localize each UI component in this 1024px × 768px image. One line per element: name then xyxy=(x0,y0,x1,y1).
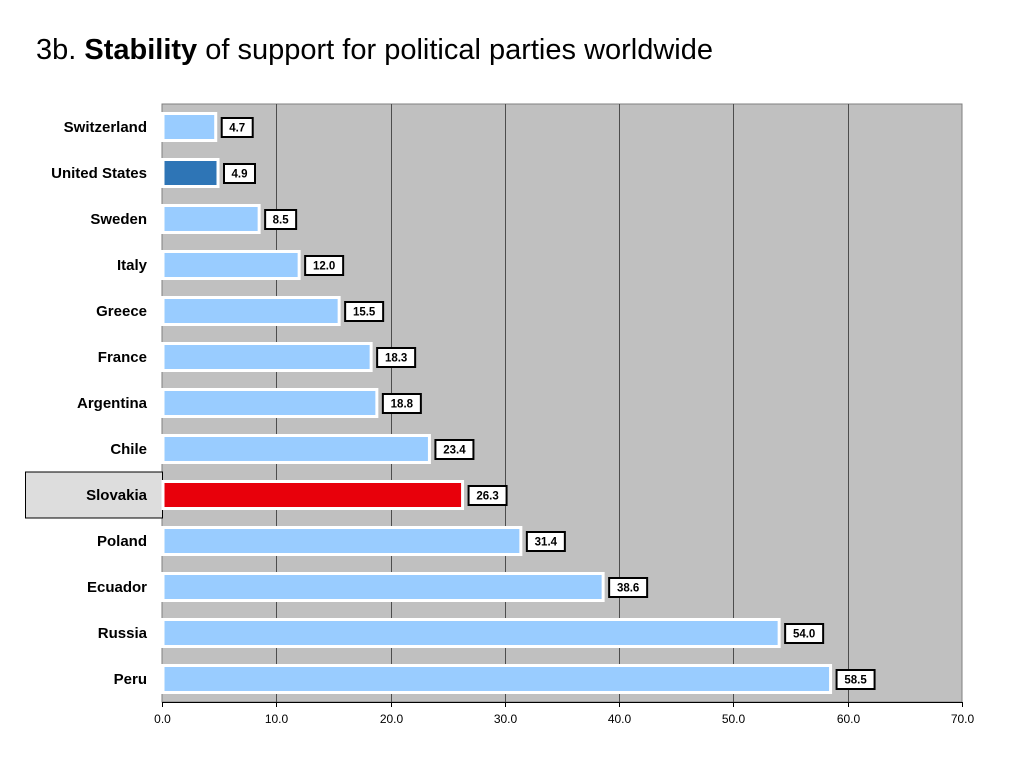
data-label-box xyxy=(784,623,825,644)
data-label-box xyxy=(434,439,475,460)
x-tick-label: 20.0 xyxy=(380,712,404,726)
title-rest: of support for political parties worldwi… xyxy=(205,34,714,66)
bar xyxy=(161,434,431,464)
chart-title: 3b. Stability of support for political p… xyxy=(36,34,713,67)
category-label: Russia xyxy=(98,625,148,642)
category-label: Sweden xyxy=(90,211,147,228)
bar xyxy=(161,664,833,694)
data-label-box xyxy=(344,301,385,322)
bar xyxy=(161,618,781,648)
bar xyxy=(161,526,523,556)
data-label-box xyxy=(220,117,254,138)
category-label: Poland xyxy=(97,533,147,550)
category-label: Greece xyxy=(96,303,147,320)
x-tick-label: 70.0 xyxy=(951,712,975,726)
data-label: 15.5 xyxy=(353,307,376,319)
bar xyxy=(161,342,373,372)
bar xyxy=(161,388,379,418)
bar xyxy=(161,250,301,280)
category-label: Peru xyxy=(114,671,147,688)
data-label: 18.3 xyxy=(385,353,407,365)
category-label: Italy xyxy=(117,257,148,274)
bar xyxy=(161,572,605,602)
data-label: 38.6 xyxy=(617,583,639,595)
bar xyxy=(161,204,261,234)
bar xyxy=(161,112,218,142)
data-label-box xyxy=(608,577,649,598)
x-tick-label: 60.0 xyxy=(837,712,861,726)
data-label: 18.8 xyxy=(391,399,414,411)
data-label: 12.0 xyxy=(313,261,335,273)
data-label-box xyxy=(467,485,508,506)
x-tick-label: 40.0 xyxy=(608,712,632,726)
title-emphasis: Stability xyxy=(84,34,198,66)
data-label-box xyxy=(376,347,417,368)
category-label: United States xyxy=(51,165,147,182)
bar xyxy=(161,296,341,326)
data-label: 23.4 xyxy=(443,445,466,457)
bar xyxy=(161,480,465,510)
data-label-box xyxy=(223,163,256,184)
data-label-box xyxy=(835,669,876,690)
category-label: Argentina xyxy=(77,395,148,412)
data-label: 4.9 xyxy=(232,169,248,181)
x-tick-label: 50.0 xyxy=(722,712,746,726)
data-label: 58.5 xyxy=(844,675,867,687)
data-label: 26.3 xyxy=(476,491,498,503)
data-label: 8.5 xyxy=(273,215,290,227)
category-label: France xyxy=(98,349,147,366)
data-label: 54.0 xyxy=(793,629,815,641)
data-label: 31.4 xyxy=(535,537,558,549)
category-label: Slovakia xyxy=(86,487,148,504)
x-tick-label: 10.0 xyxy=(265,712,289,726)
data-label-box xyxy=(381,393,422,414)
data-label-box xyxy=(264,209,298,230)
data-label-box xyxy=(525,531,566,552)
title-prefix: 3b. xyxy=(36,34,77,66)
data-label: 4.7 xyxy=(229,123,245,135)
bar xyxy=(161,158,220,188)
data-label-box xyxy=(304,255,345,276)
highlight-label-box xyxy=(25,471,163,519)
x-tick-label: 30.0 xyxy=(494,712,518,726)
category-label: Chile xyxy=(110,441,147,458)
category-label: Ecuador xyxy=(87,579,147,596)
x-tick-label: 0.0 xyxy=(154,712,171,726)
category-label: Switzerland xyxy=(64,119,147,136)
